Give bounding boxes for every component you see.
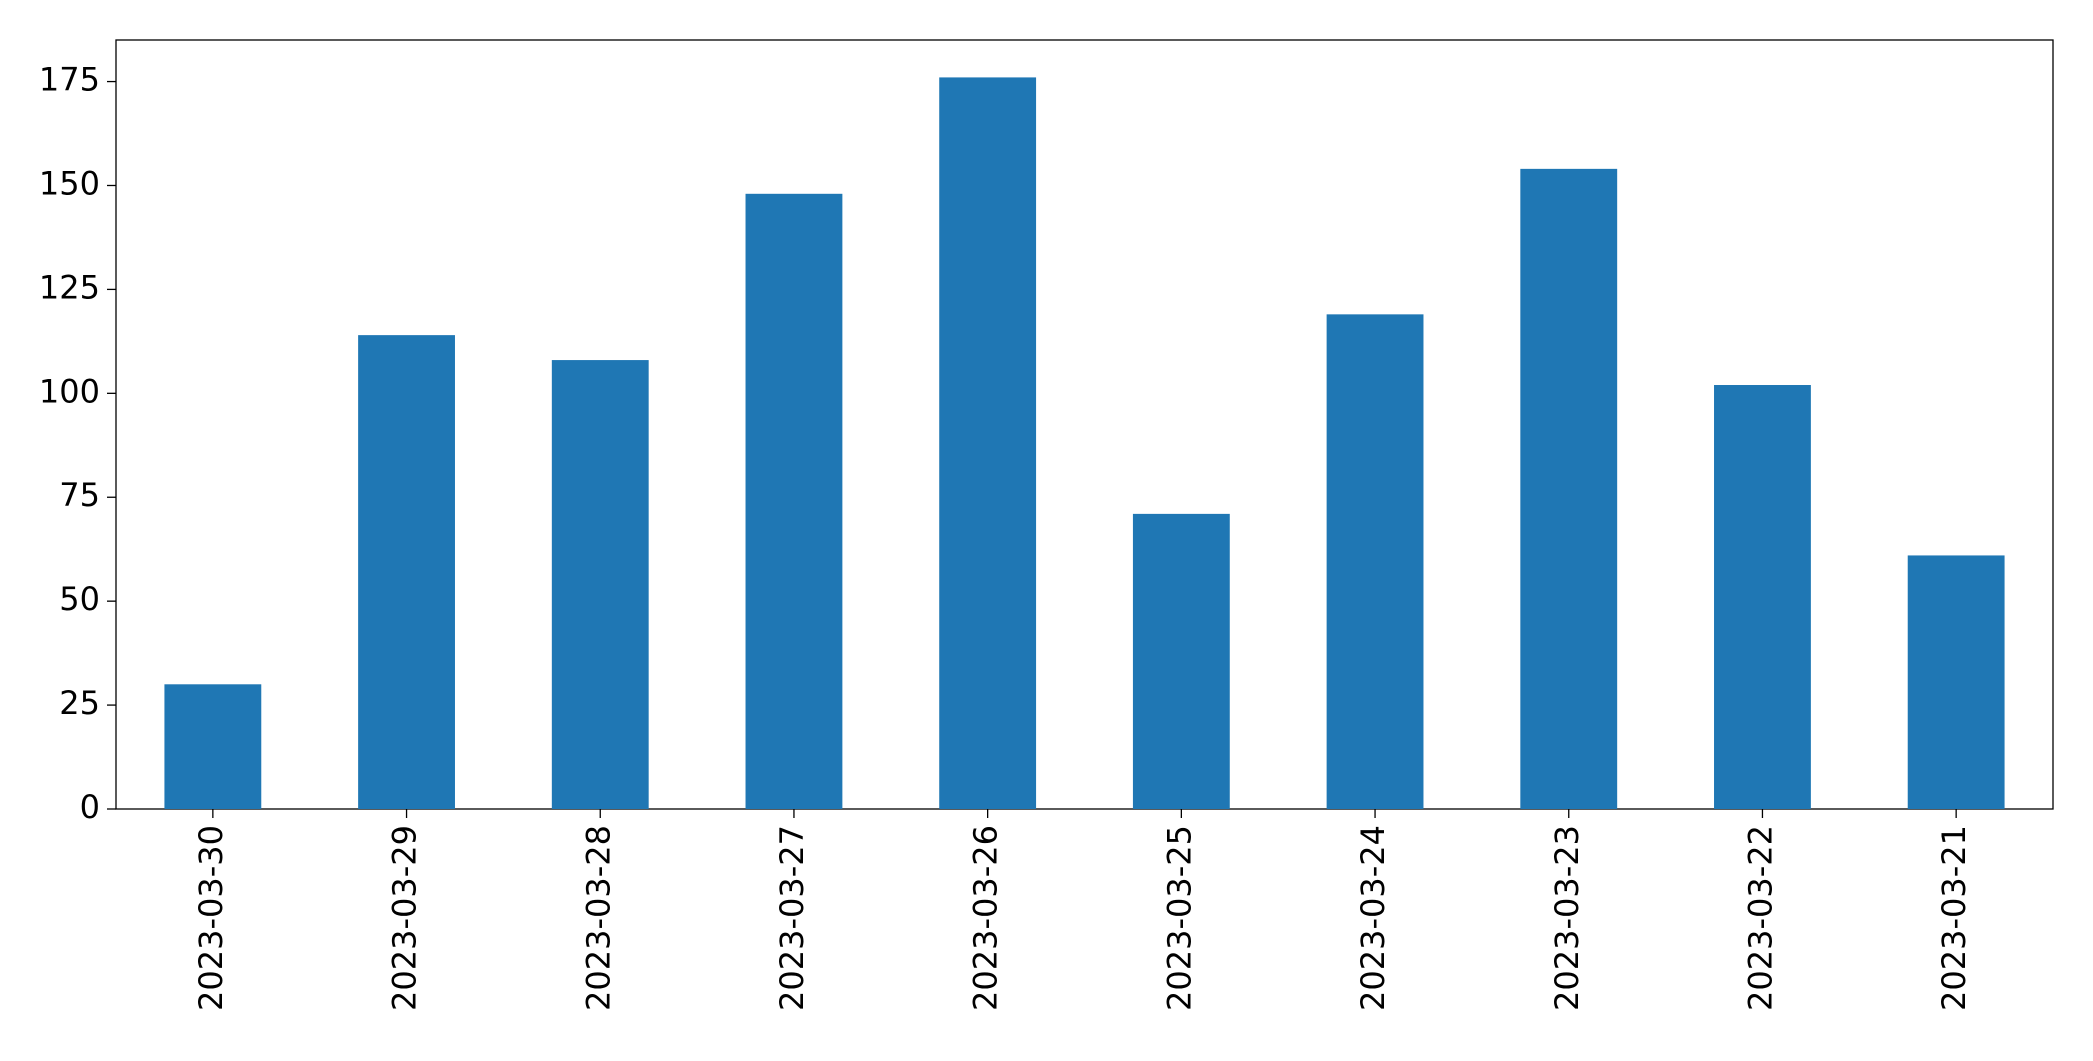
y-tick-label: 50 (59, 580, 100, 618)
bar (1132, 513, 1230, 809)
bar (1907, 555, 2005, 809)
y-tick-label: 125 (39, 268, 100, 306)
x-tick-label: 2023-03-24 (1354, 825, 1392, 1011)
x-tick-label: 2023-03-30 (192, 825, 230, 1011)
y-tick-label: 175 (39, 61, 100, 99)
bar (939, 77, 1037, 809)
plot-frame (115, 39, 2054, 810)
bar (745, 193, 843, 810)
bar (1714, 385, 1811, 809)
x-tick-label: 2023-03-26 (967, 825, 1005, 1011)
y-tick-label: 25 (59, 684, 100, 722)
y-tick-label: 150 (39, 164, 100, 202)
bar (1520, 168, 1618, 809)
x-tick-label: 2023-03-28 (579, 825, 617, 1011)
y-tick-label: 75 (59, 476, 100, 514)
x-tick-label: 2023-03-23 (1548, 825, 1586, 1011)
bar (1326, 314, 1424, 809)
bar (551, 360, 649, 809)
x-tick-label: 2023-03-29 (386, 825, 424, 1011)
x-tick-label: 2023-03-21 (1935, 825, 1973, 1011)
x-tick-label: 2023-03-27 (773, 825, 811, 1011)
y-tick-label: 100 (39, 372, 100, 410)
y-tick-label: 0 (80, 788, 100, 826)
x-tick-label: 2023-03-25 (1160, 825, 1198, 1011)
bar (164, 684, 262, 809)
bar (358, 335, 455, 809)
x-tick-label: 2023-03-22 (1741, 825, 1779, 1011)
